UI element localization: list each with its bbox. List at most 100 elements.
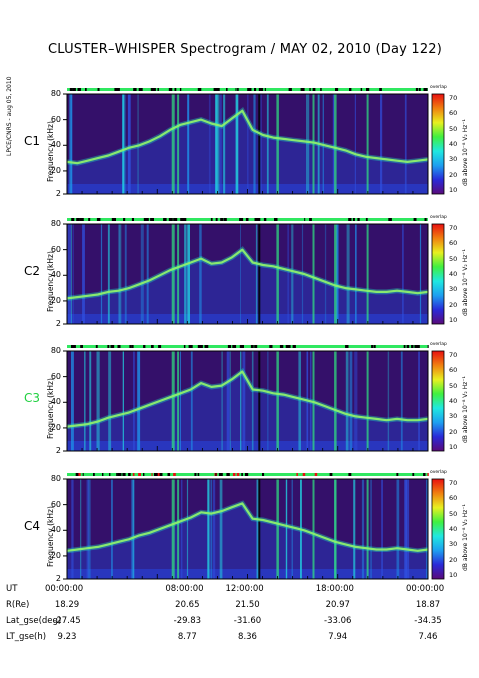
status-bar-c3 [67, 345, 429, 348]
spectrogram-panel-c2 [66, 223, 429, 325]
y-tick-label: 60 [50, 244, 61, 254]
ephemeris-value: 21.50 [235, 600, 260, 610]
spectrogram-panel-c4 [66, 478, 429, 580]
ephemeris-value: 20.97 [325, 600, 350, 610]
status-bar-c4 [67, 473, 429, 476]
status-bar-c2 [67, 218, 428, 221]
colorbar-tick-label: 20 [449, 555, 458, 564]
y-tick-label: 60 [50, 114, 61, 124]
y-tick-label: 80 [50, 89, 61, 98]
colorbar-unit-label: dB above 10⁻⁸ V₂ Hz⁻¹ [462, 119, 469, 186]
y-tick-label: 2 [55, 446, 61, 455]
y-tick-label: 40 [50, 525, 61, 535]
y-tick-label: 20 [50, 550, 61, 560]
ephemeris-value: -27.45 [53, 616, 81, 626]
ephemeris-value: -34.35 [414, 616, 442, 626]
ephemeris-value: -31.60 [233, 616, 262, 626]
colorbar [431, 350, 445, 452]
colorbar-unit-label: dB above 10⁻⁸ V₂ Hz⁻¹ [462, 504, 469, 571]
y-tick-label: 20 [50, 165, 61, 175]
side-credit: LPCE/CNRS - aug 05, 2010 [6, 76, 13, 156]
spectrogram-panel-c3 [66, 350, 429, 452]
colorbar-tick-label: 60 [449, 494, 458, 503]
ephemeris-label: R(Re) [6, 600, 30, 610]
colorbar-tick-label: 20 [449, 300, 458, 309]
colorbar-tick-label: 30 [449, 412, 458, 421]
colorbar-tick-label: 30 [449, 540, 458, 549]
y-axis-label: Frequency (kHz) [46, 378, 55, 439]
satellite-label-c1: C1 [24, 134, 41, 148]
ephemeris-value: 20.65 [175, 600, 200, 610]
ephemeris-value: 8.36 [238, 632, 257, 642]
colorbar-unit-label: dB above 10⁻⁸ V₂ Hz⁻¹ [462, 376, 469, 443]
x-tick-label: 12:00:00 [225, 584, 264, 594]
satellite-label-c2: C2 [24, 264, 41, 278]
ephemeris-value: 18.87 [415, 600, 441, 610]
x-tick-label: 08:00:00 [165, 584, 204, 594]
y-tick-label: 40 [50, 270, 61, 280]
colorbar-tick-label: 40 [449, 270, 458, 278]
ephemeris-label: UT [6, 584, 18, 594]
y-tick-label: 80 [50, 474, 61, 483]
colorbar-unit-label: dB above 10⁻⁸ V₂ Hz⁻¹ [462, 249, 469, 316]
colorbar [431, 478, 445, 580]
colorbar-tick-label: 30 [449, 155, 458, 164]
colorbar-tick-label: 70 [449, 94, 458, 102]
colorbar-tick-label: 60 [449, 366, 458, 375]
colorbar [431, 93, 445, 195]
y-tick-label: 40 [50, 397, 61, 407]
y-tick-label: 60 [50, 371, 61, 381]
page-title: CLUSTER–WHISPER Spectrogram / MAY 02, 20… [48, 42, 443, 57]
colorbar-tick-label: 70 [449, 479, 458, 487]
y-tick-label: 20 [50, 295, 61, 305]
colorbar-tick-label: 70 [449, 351, 458, 359]
status-bar-c1 [67, 88, 428, 91]
x-tick-label: 18:00:00 [315, 584, 354, 594]
colorbar-overlap-label: overlap [430, 215, 447, 220]
colorbar-tick-label: 10 [449, 571, 458, 579]
y-tick-label: 2 [55, 574, 61, 583]
colorbar-tick-label: 50 [449, 254, 458, 263]
colorbar-tick-label: 70 [449, 224, 458, 232]
colorbar-overlap-label: overlap [430, 470, 447, 475]
satellite-label-c3: C3 [24, 391, 41, 405]
colorbar-tick-label: 40 [449, 397, 458, 405]
ephemeris-value: 7.94 [328, 632, 348, 642]
ephemeris-value: 18.29 [54, 600, 80, 610]
y-tick-label: 80 [50, 346, 61, 355]
colorbar-tick-label: 10 [449, 186, 458, 194]
colorbar-tick-label: 50 [449, 381, 458, 390]
colorbar-tick-label: 60 [449, 239, 458, 248]
ephemeris-label: Lat_gse(deg) [6, 616, 62, 626]
colorbar-tick-label: 40 [449, 140, 458, 148]
x-tick-label: 00:00:00 [406, 584, 445, 594]
colorbar-tick-label: 10 [449, 443, 458, 451]
y-tick-label: 2 [55, 189, 61, 198]
ephemeris-value: 8.77 [177, 632, 197, 642]
y-axis-label: Frequency (kHz) [46, 121, 55, 182]
ephemeris-label: LT_gse(h) [6, 632, 47, 642]
colorbar-overlap-label: overlap [430, 342, 447, 347]
ephemeris-value: 7.46 [418, 632, 438, 642]
spectrogram-panel-c1 [66, 93, 429, 195]
colorbar [431, 223, 445, 325]
ephemeris-value: 9.23 [57, 632, 77, 642]
colorbar-overlap-label: overlap [430, 85, 447, 90]
ephemeris-value: -33.06 [324, 616, 352, 626]
y-tick-label: 40 [50, 140, 61, 150]
colorbar-tick-label: 20 [449, 427, 458, 436]
colorbar-tick-label: 60 [449, 109, 458, 118]
y-axis-label: Frequency (kHz) [46, 251, 55, 312]
satellite-label-c4: C4 [24, 519, 41, 533]
colorbar-tick-label: 30 [449, 285, 458, 294]
colorbar-tick-label: 20 [449, 170, 458, 179]
ephemeris-value: -29.83 [173, 616, 202, 626]
x-tick-label: 00:00:00 [45, 584, 84, 594]
colorbar-tick-label: 50 [449, 124, 458, 133]
colorbar-tick-label: 10 [449, 316, 458, 324]
colorbar-tick-label: 40 [449, 525, 458, 533]
y-tick-label: 80 [50, 219, 61, 228]
y-tick-label: 60 [50, 499, 61, 509]
colorbar-tick-label: 50 [449, 509, 458, 518]
